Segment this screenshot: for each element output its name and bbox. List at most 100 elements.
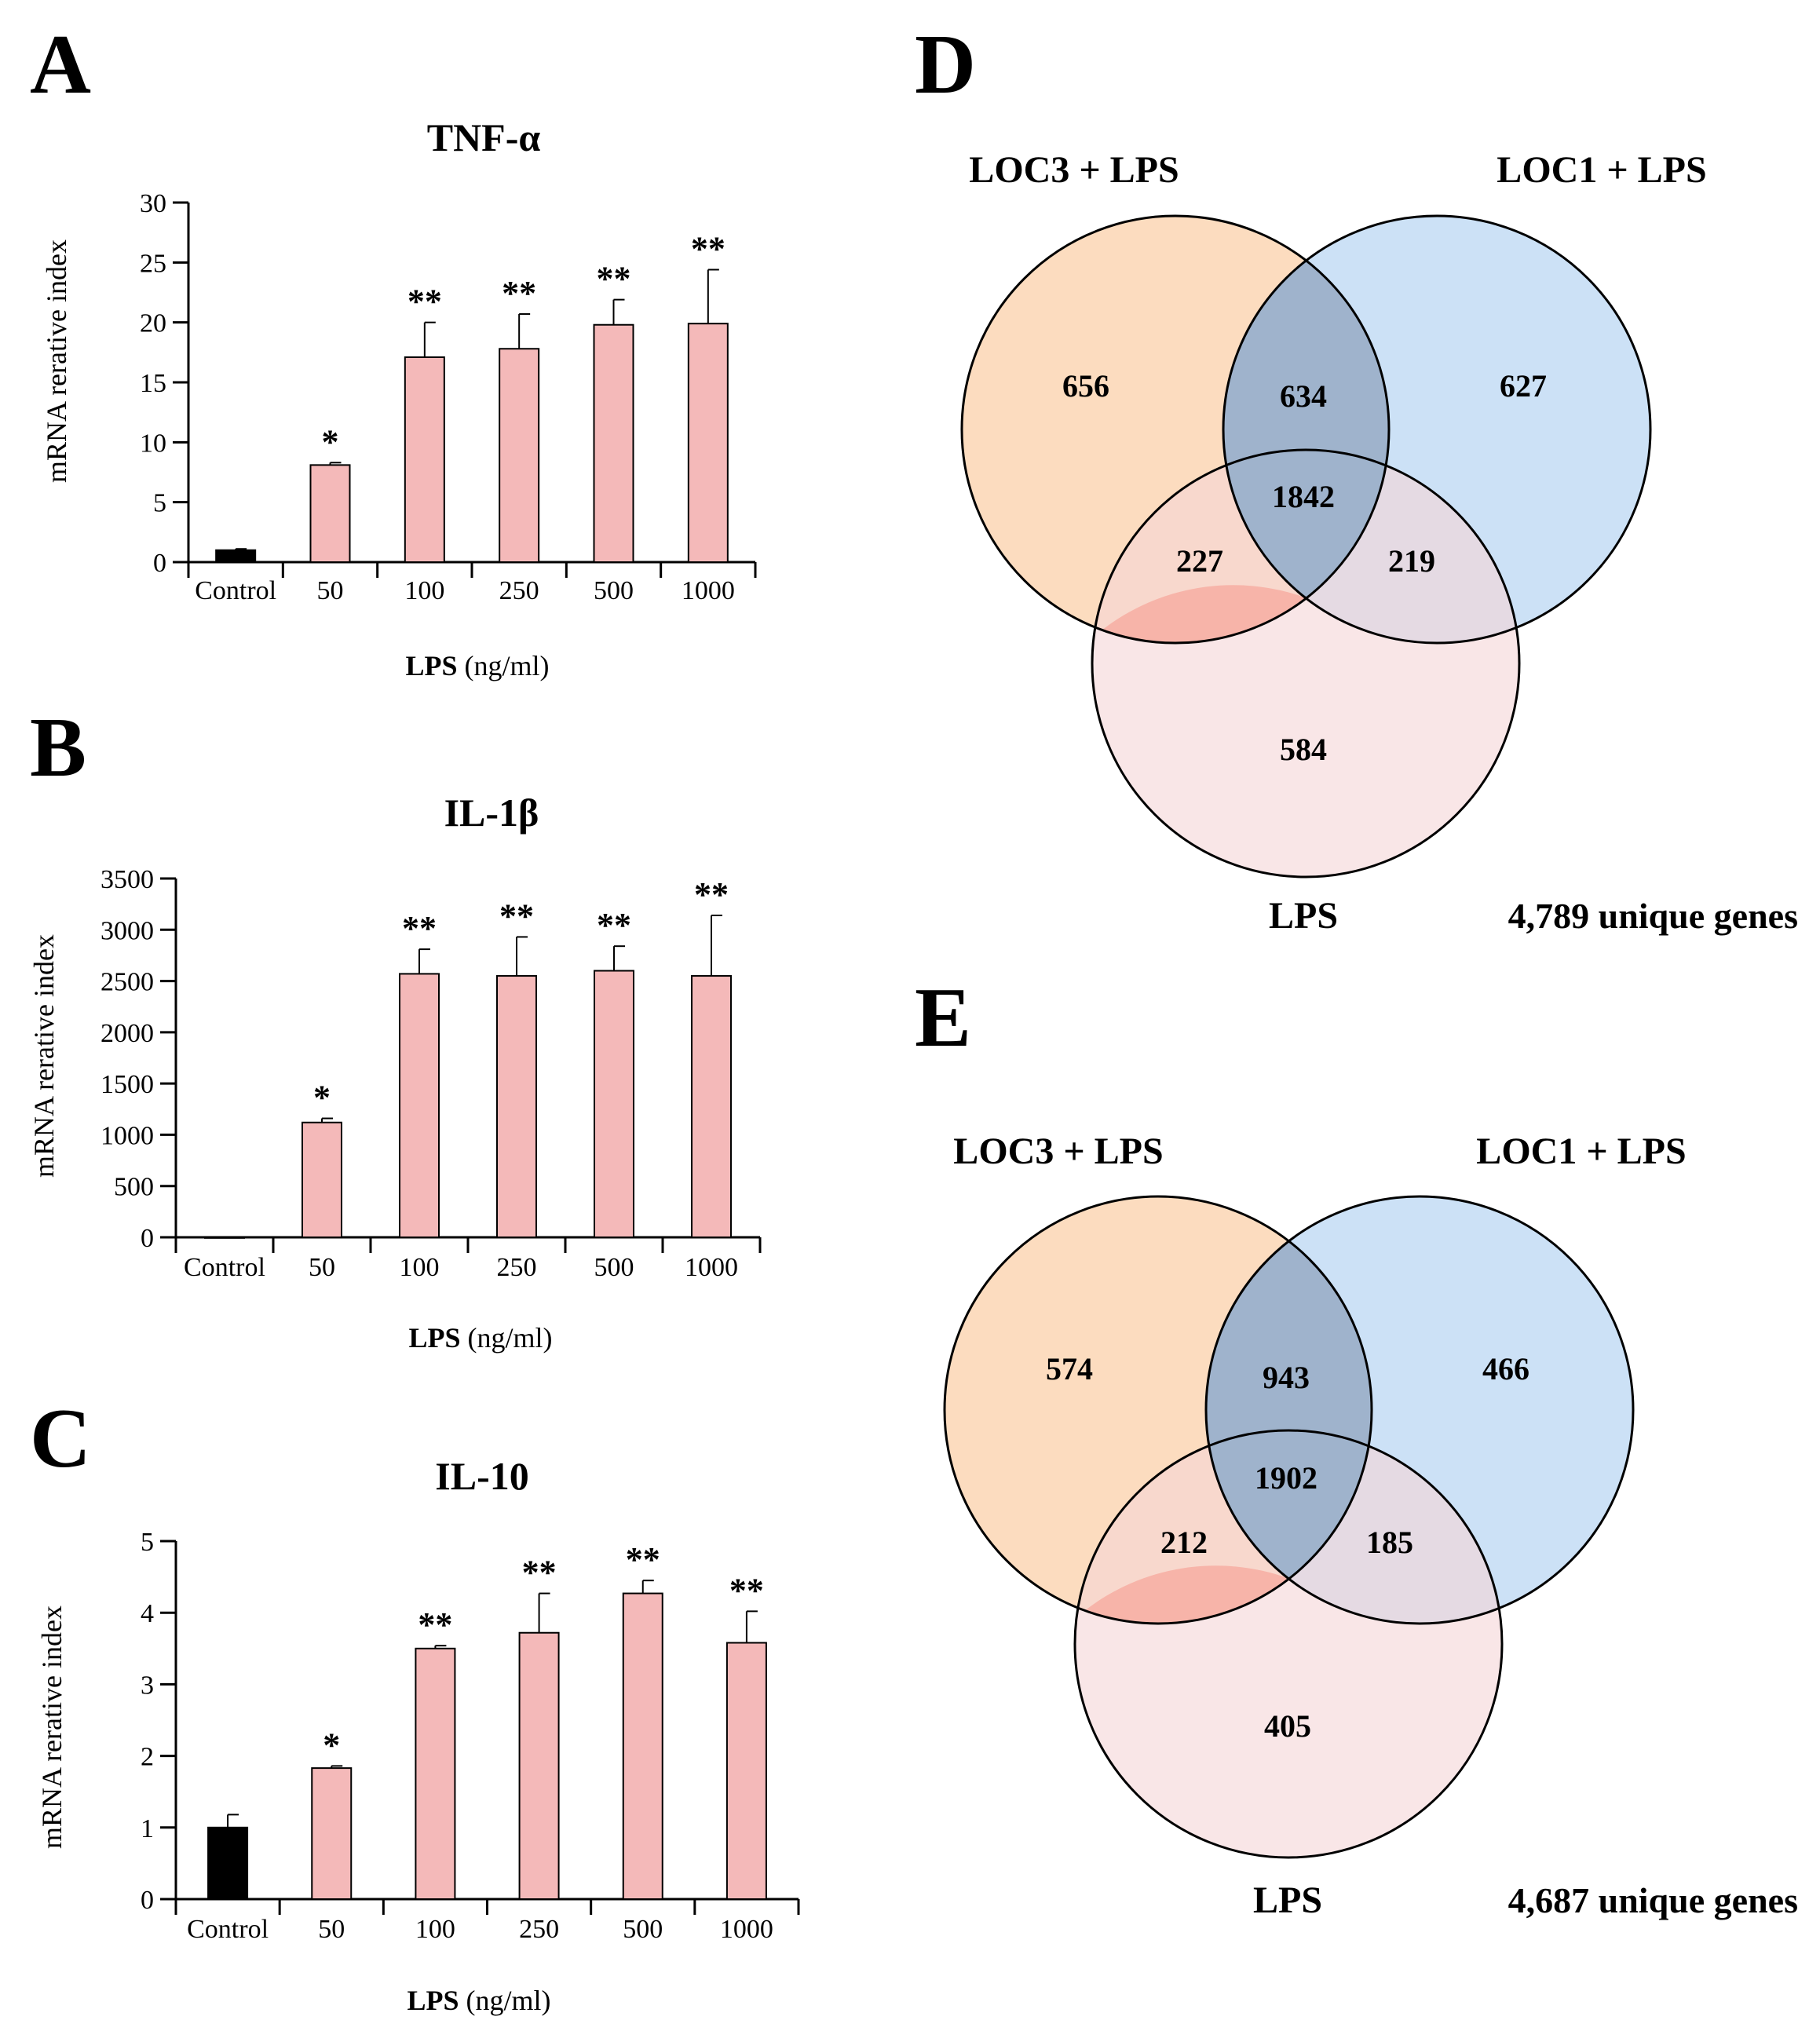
venn-e-region-loc3-lps — [1084, 1565, 1289, 1624]
chart-b-y-tick-label: 2000 — [101, 1019, 154, 1048]
chart-a-y-tick-label: 5 — [153, 489, 166, 518]
chart-b-x-tick-label: 1000 — [685, 1253, 738, 1282]
venn-d-region-loc3-lps — [1102, 585, 1307, 644]
chart-b-title: IL-1β — [444, 791, 539, 835]
chart-a-significance: ** — [597, 260, 631, 298]
venn-d-circle-loc3-outline — [960, 214, 1391, 645]
chart-a-title: TNF-α — [427, 115, 541, 159]
chart-b-x-tick-label: 100 — [400, 1253, 440, 1282]
venn-d-loc3-lps: 227 — [1176, 543, 1223, 579]
chart-b-y-tick-label: 0 — [141, 1224, 154, 1253]
chart-c-x-tick-label: 1000 — [720, 1915, 773, 1944]
chart-c-ylabel: mRNA rerative index — [36, 1605, 68, 1849]
chart-c-xlabel-bold: LPS — [407, 1985, 459, 2016]
panel-b: B IL-1β mRNA rerative index 0 500 1000 1500… — [28, 701, 762, 1353]
chart-c-axes: 0 1 2 3 4 5 Control 50 100 250 500 1000 — [141, 1528, 800, 1944]
venn-e-label-loc1: LOC1 + LPS — [1476, 1131, 1686, 1172]
chart-a-x-tick-label: 100 — [404, 576, 444, 605]
venn-d-lps-only: 584 — [1280, 732, 1327, 767]
chart-c-x-tick-label: 100 — [415, 1915, 455, 1944]
panel-letter-e: E — [915, 971, 971, 1065]
venn-d-circle-lps — [1092, 450, 1519, 877]
chart-a-bars: *** ** **** — [215, 229, 729, 564]
venn-e-loc3-only: 574 — [1046, 1351, 1093, 1386]
chart-b-y-tick-label: 3500 — [101, 865, 154, 894]
venn-d-label-loc3: LOC3 + LPS — [969, 149, 1179, 191]
chart-c-y-tick-label: 4 — [141, 1599, 154, 1628]
venn-d-circle-loc1-outline — [1222, 214, 1652, 645]
chart-b-y-tick-label: 1000 — [101, 1121, 154, 1150]
chart-a-xlabel-bold: LPS — [405, 650, 457, 681]
chart-a-x-tick-label: 250 — [499, 576, 539, 605]
chart-b-x-tick-label: 250 — [497, 1253, 537, 1282]
chart-c-significance: ** — [626, 1540, 660, 1579]
chart-b-significance: ** — [597, 906, 631, 944]
chart-c-significance: * — [323, 1726, 340, 1764]
venn-d-loc1-lps: 219 — [1388, 543, 1435, 579]
panel-e: E LOC3 + LPS LOC1 + LPS LPS 4,687 unique… — [915, 971, 1798, 1921]
chart-a-axes: 0 5 10 15 20 25 30 Control 50 100 250 500 1000 — [140, 189, 757, 605]
chart-b-y-tick-label: 3000 — [101, 916, 154, 945]
chart-c-y-tick-label: 5 — [141, 1528, 154, 1557]
venn-d-loc3-only: 656 — [1062, 368, 1109, 404]
chart-b-x-tick-label: 500 — [594, 1253, 634, 1282]
panel-letter-b: B — [30, 701, 86, 795]
panel-letter-a: A — [30, 18, 91, 111]
chart-a-y-tick-label: 20 — [140, 309, 166, 338]
chart-c-title: IL-10 — [435, 1454, 528, 1498]
chart-a-y-tick-label: 0 — [153, 549, 166, 578]
chart-b-significance: ** — [402, 909, 437, 948]
chart-c-significance: ** — [729, 1571, 764, 1609]
venn-d-label-lps: LPS — [1269, 895, 1338, 937]
chart-b-significance: * — [313, 1079, 331, 1117]
venn-e-label-lps: LPS — [1253, 1879, 1322, 1921]
chart-a-x-tick-label: 1000 — [682, 576, 735, 605]
chart-a-y-tick-label: 25 — [140, 249, 166, 278]
chart-c-y-tick-label: 3 — [141, 1671, 154, 1700]
chart-a-bar — [499, 348, 540, 563]
chart-b-bar — [399, 973, 440, 1238]
chart-b-xlabel-rest: (ng/ml) — [468, 1322, 553, 1353]
panel-letter-d: D — [915, 18, 976, 111]
chart-a-y-tick-label: 10 — [140, 429, 166, 458]
chart-c-x-tick-label: 50 — [318, 1915, 345, 1944]
venn-e-loc1-lps: 185 — [1366, 1525, 1413, 1560]
chart-b-significance: ** — [694, 875, 729, 914]
chart-a-bar — [593, 323, 634, 563]
chart-a-y-tick-label: 30 — [140, 189, 166, 218]
venn-e-circle-loc1-outline — [1204, 1195, 1635, 1625]
chart-c-bar — [725, 1642, 767, 1900]
chart-b-bar — [594, 970, 634, 1238]
venn-e-label-loc3: LOC3 + LPS — [953, 1131, 1163, 1172]
chart-b-axes: 0 500 1000 1500 2000 2500 3000 3500 Control 50 100… — [101, 865, 762, 1282]
chart-c-y-tick-label: 0 — [141, 1886, 154, 1915]
chart-c-bar — [415, 1647, 456, 1901]
chart-c-bar — [622, 1592, 663, 1901]
chart-c-bar — [518, 1631, 560, 1901]
chart-a-bar — [215, 549, 257, 564]
chart-b-bars: *** ** **** — [204, 875, 732, 1239]
chart-a-xlabel-rest: (ng/ml) — [465, 650, 550, 681]
chart-b-y-tick-label: 500 — [114, 1173, 154, 1202]
venn-e-all: 1902 — [1255, 1460, 1317, 1496]
venn-d-region-loc3-loc1 — [1223, 261, 1389, 598]
chart-b-xlabel-bold: LPS — [408, 1322, 460, 1353]
chart-a-x-tick-label: Control — [195, 576, 276, 605]
chart-b-ylabel: mRNA rerative index — [28, 934, 60, 1178]
panel-c: C IL-10 mRNA rerative index 0 1 2 3 4 5 Contro… — [30, 1392, 800, 2016]
chart-b-significance: ** — [499, 897, 534, 935]
venn-e-circle-lps-outline — [1073, 1429, 1504, 1859]
chart-c-xlabel-rest: (ng/ml) — [466, 1985, 551, 2016]
chart-c-bars: ***** **** — [207, 1540, 767, 1901]
venn-d-total: 4,789 unique genes — [1508, 896, 1798, 936]
chart-a-significance: * — [322, 422, 339, 461]
chart-c-bar — [207, 1826, 249, 1901]
chart-c-bar — [311, 1767, 353, 1900]
chart-a-x-tick-label: 50 — [317, 576, 344, 605]
chart-b-bar — [691, 975, 732, 1238]
chart-a-bar — [309, 464, 351, 564]
chart-b-y-tick-label: 2500 — [101, 968, 154, 997]
panel-a: A TNF-α mRNA rerative index 0 5 10 15 20 25 30… — [30, 18, 757, 681]
chart-c-significance: ** — [418, 1605, 452, 1644]
